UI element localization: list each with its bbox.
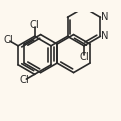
- Text: Cl: Cl: [30, 20, 39, 30]
- Text: Cl: Cl: [4, 35, 13, 45]
- Text: Cl: Cl: [79, 52, 89, 62]
- Text: Cl: Cl: [20, 75, 30, 85]
- Text: N: N: [101, 31, 109, 41]
- Text: N: N: [101, 12, 109, 22]
